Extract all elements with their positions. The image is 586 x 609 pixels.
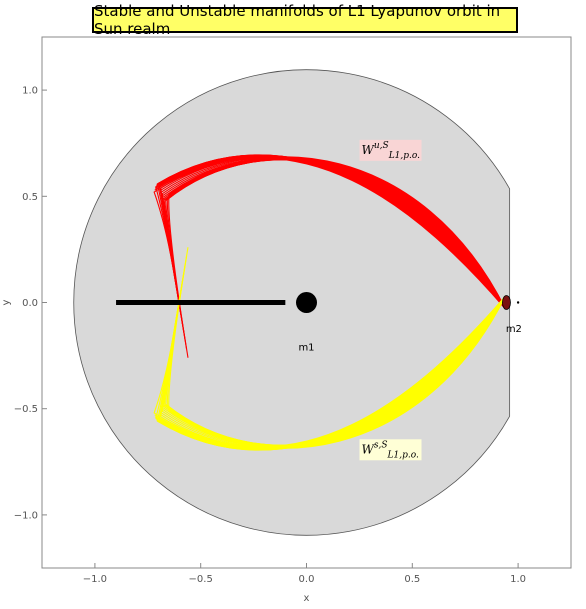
manifold-unstable-tube — [153, 154, 506, 358]
y-tick-label: −1.0 — [14, 510, 38, 521]
y-tick-label: −0.5 — [14, 404, 38, 415]
x-tick-label: −0.5 — [189, 574, 213, 585]
bodies: m1 m2 — [116, 292, 522, 354]
label-main: W — [362, 143, 376, 157]
label-main: W — [362, 442, 376, 456]
chart-title: Stable and Unstable manifolds of L1 Lyap… — [92, 2, 518, 38]
x-tick-label: 0.0 — [299, 574, 315, 585]
manifold-curve — [168, 156, 506, 358]
x-tick-label: 0.5 — [404, 574, 420, 585]
label-sup: u,S — [374, 141, 389, 151]
y-axis-label: y — [1, 299, 12, 305]
manifold-curve — [168, 247, 506, 449]
y-tick-label: 0.5 — [22, 192, 38, 203]
x-tick-label: 1.0 — [510, 574, 526, 585]
axes: −1.0 −0.5 0.0 0.5 1.0 −1.0 −0.5 0.0 0.5 1.0 x y — [1, 86, 526, 604]
manifold-label-bg — [359, 439, 422, 461]
manifold-label-bg — [359, 139, 422, 161]
manifold-stable-tube — [153, 247, 506, 451]
label-sub: L1,p.o. — [388, 151, 420, 161]
l1-periodic-orbit — [502, 295, 511, 310]
y-tick-label: 1.0 — [22, 86, 38, 97]
label-sub: L1,p.o. — [387, 450, 419, 460]
manifold-label: Wu,SL1,p.o. — [362, 141, 421, 161]
x-axis-label: x — [304, 593, 310, 604]
y-tick-label: 0.0 — [22, 298, 38, 309]
manifold-curves — [153, 154, 506, 451]
m2-label: m2 — [506, 324, 522, 335]
manifold-label: Ws,SL1,p.o. — [362, 440, 419, 460]
m2-marker — [516, 301, 520, 304]
m1-marker — [296, 292, 317, 313]
manifold-labels: Wu,SL1,p.o.Ws,SL1,p.o. — [359, 139, 422, 461]
x-tick-label: −1.0 — [83, 574, 107, 585]
label-sup: s,S — [374, 440, 388, 450]
m1-label: m1 — [298, 343, 314, 354]
